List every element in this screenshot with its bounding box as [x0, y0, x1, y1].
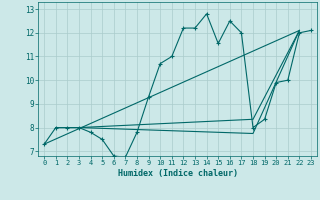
X-axis label: Humidex (Indice chaleur): Humidex (Indice chaleur) [118, 169, 238, 178]
